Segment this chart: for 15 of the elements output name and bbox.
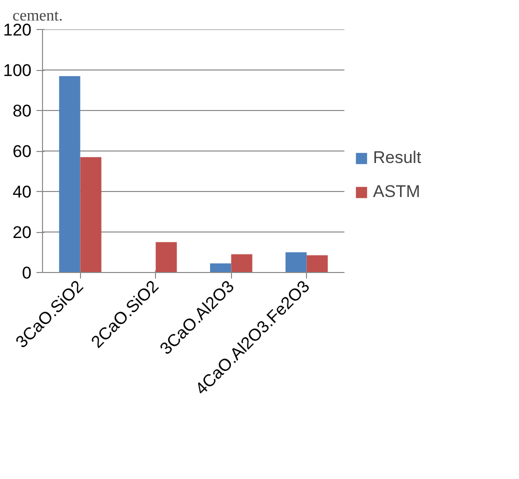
bar [59, 76, 80, 272]
y-tick-label: 40 [12, 182, 32, 202]
y-tick-label: 80 [12, 102, 32, 120]
bar [306, 255, 328, 272]
bar [286, 252, 307, 272]
bar [156, 242, 177, 272]
bar [80, 157, 102, 272]
y-tick-label: 60 [12, 142, 32, 161]
legend-label: Result [373, 148, 422, 168]
y-tick-label: 0 [22, 264, 32, 282]
y-tick-label: 100 [3, 61, 32, 80]
y-tick-label: 20 [12, 223, 32, 242]
bar [231, 254, 252, 272]
bar [210, 263, 232, 272]
legend-label: ASTM [373, 182, 420, 202]
